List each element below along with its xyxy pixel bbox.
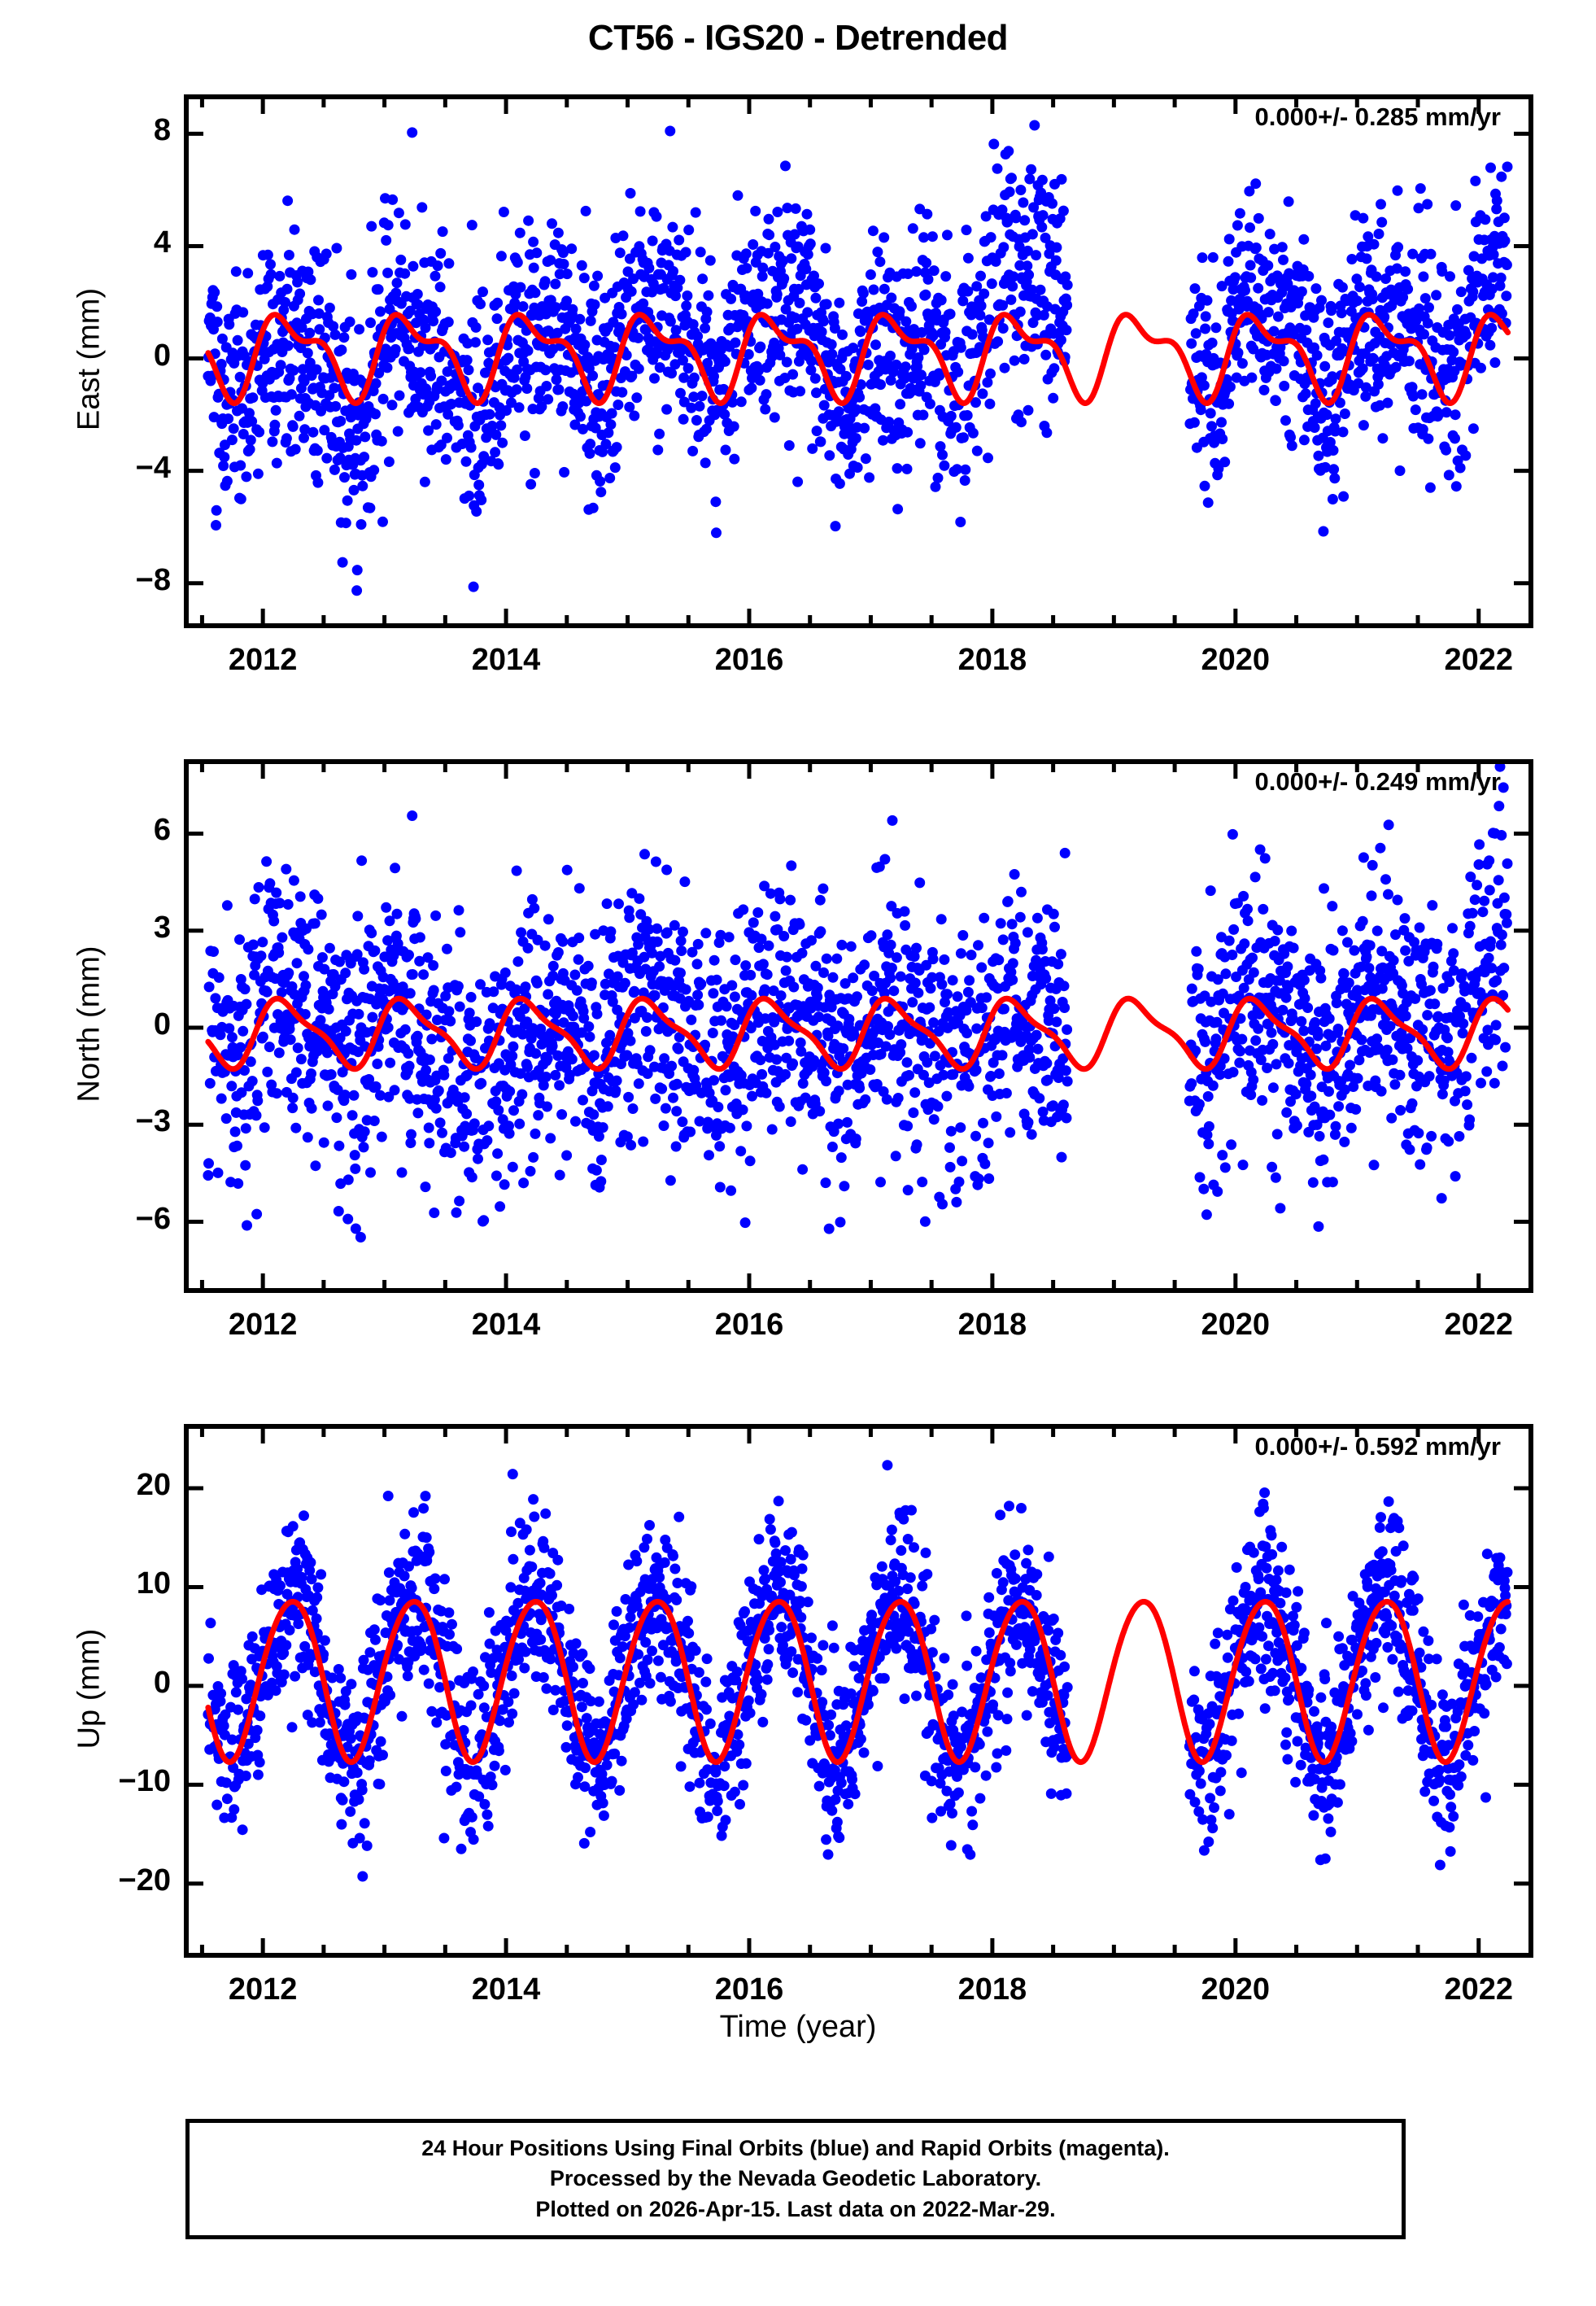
x-tick-label: 2016	[714, 1972, 784, 2007]
x-tick-label: 2020	[1201, 643, 1271, 677]
x-tick-label: 2020	[1201, 1972, 1271, 2007]
axis-ticks	[189, 764, 1528, 1288]
x-axis-label: Time (year)	[719, 2010, 877, 2044]
rate-annotation-east: 0.000+/- 0.285 mm/yr	[1254, 103, 1501, 131]
panel-up-plot[interactable]	[184, 1424, 1533, 1958]
axis-ticks	[189, 99, 1528, 623]
y-tick-label: 0	[153, 338, 171, 373]
y-tick-label: 0	[153, 1665, 171, 1700]
y-tick-label: −4	[135, 450, 171, 485]
y-axis-label-north: North (mm)	[72, 946, 107, 1103]
model-curve	[205, 1599, 1511, 1766]
x-tick-label: 2022	[1444, 1972, 1513, 2007]
scatter-layer	[203, 120, 1513, 596]
y-axis-label-up: Up (mm)	[72, 1628, 107, 1749]
footer-line-1: 24 Hour Positions Using Final Orbits (bl…	[421, 2136, 1170, 2161]
footer-line-2: Processed by the Nevada Geodetic Laborat…	[549, 2166, 1042, 2191]
data-points	[203, 120, 1513, 596]
panel-east-plot[interactable]	[184, 94, 1533, 628]
x-tick-label: 2012	[228, 1308, 298, 1342]
x-tick-label: 2022	[1444, 643, 1513, 677]
y-tick-label: −6	[135, 1201, 171, 1236]
footer-caption-box: 24 Hour Positions Using Final Orbits (bl…	[185, 2119, 1406, 2239]
y-axis-label-east: East (mm)	[72, 287, 107, 431]
panel-north	[184, 759, 1533, 1293]
y-tick-label: 3	[153, 910, 171, 945]
model-curve	[205, 995, 1511, 1072]
scatter-layer	[203, 1460, 1513, 1882]
x-tick-label: 2018	[957, 1972, 1027, 2007]
data-points	[203, 761, 1513, 1243]
x-tick-label: 2014	[471, 1972, 541, 2007]
page-title: CT56 - IGS20 - Detrended	[587, 18, 1009, 58]
y-tick-label: 4	[153, 225, 171, 260]
y-tick-label: 20	[136, 1467, 171, 1502]
y-tick-label: −8	[135, 562, 171, 597]
axis-ticks	[189, 1429, 1528, 1953]
y-tick-label: 8	[153, 113, 171, 148]
plot-frame	[184, 1424, 1533, 1958]
y-tick-label: 6	[153, 813, 171, 848]
x-tick-label: 2018	[957, 643, 1027, 677]
data-points	[203, 1460, 1513, 1882]
x-tick-label: 2014	[471, 1308, 541, 1342]
rate-annotation-north: 0.000+/- 0.249 mm/yr	[1254, 767, 1501, 796]
scatter-layer	[203, 761, 1513, 1243]
rate-annotation-up: 0.000+/- 0.592 mm/yr	[1254, 1432, 1501, 1461]
y-tick-label: −20	[118, 1863, 171, 1898]
model-curve	[205, 312, 1511, 406]
y-tick-label: −3	[135, 1104, 171, 1139]
y-tick-label: 10	[136, 1566, 171, 1601]
x-tick-label: 2022	[1444, 1308, 1513, 1342]
panel-up	[184, 1424, 1533, 1958]
plot-frame	[184, 759, 1533, 1293]
footer-line-3: Plotted on 2026-Apr-15. Last data on 202…	[535, 2196, 1056, 2221]
x-tick-label: 2012	[228, 1972, 298, 2007]
x-tick-label: 2014	[471, 643, 541, 677]
x-tick-label: 2016	[714, 1308, 784, 1342]
x-tick-label: 2012	[228, 643, 298, 677]
panel-east	[184, 94, 1533, 628]
y-tick-label: −10	[118, 1764, 171, 1799]
plot-frame	[184, 94, 1533, 628]
x-tick-label: 2020	[1201, 1308, 1271, 1342]
x-tick-label: 2018	[957, 1308, 1027, 1342]
y-tick-label: 0	[153, 1007, 171, 1042]
x-tick-label: 2016	[714, 643, 784, 677]
panel-north-plot[interactable]	[184, 759, 1533, 1293]
